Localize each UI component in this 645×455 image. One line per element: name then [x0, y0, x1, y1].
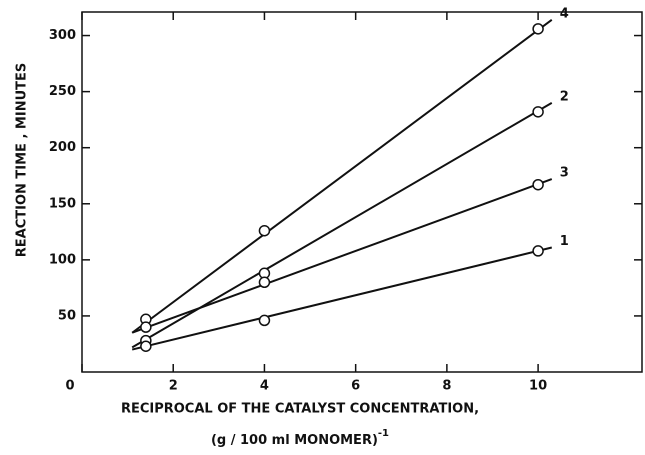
x-tick-label: 0 [65, 379, 74, 394]
y-tick-label: 50 [58, 308, 76, 323]
y-tick-label: 200 [49, 140, 76, 155]
data-point [532, 178, 544, 191]
data-point [532, 23, 544, 35]
y-tick-label: 300 [49, 28, 76, 43]
series-label: 3 [560, 166, 569, 181]
data-point [140, 321, 152, 333]
data-point [258, 224, 271, 237]
data-point [532, 245, 544, 257]
x-axis-label-2: (g / 100 ml MONOMER)-1 [211, 428, 389, 448]
data-point [532, 106, 544, 118]
data-point [258, 314, 271, 327]
x-tick-label: 4 [260, 379, 269, 394]
x-tick-label: 6 [351, 379, 360, 394]
data-point [140, 340, 152, 352]
x-axis-label: RECIPROCAL OF THE CATALYST CONCENTRATION… [121, 402, 479, 417]
y-tick-label: 150 [49, 196, 76, 211]
data-point [258, 276, 271, 289]
fit-line [131, 178, 553, 334]
x-axis-label-exponent: -1 [378, 428, 389, 439]
x-axis-label-base: (g / 100 ml MONOMER) [211, 433, 378, 448]
y-tick-label: 250 [49, 84, 76, 99]
fit-line [131, 19, 553, 334]
x-tick-label: 10 [529, 379, 547, 394]
y-axis-label: REACTION TIME , MINUTES [15, 63, 30, 258]
y-tick-label: 100 [49, 252, 76, 267]
series-label: 2 [560, 89, 569, 104]
series-label: 1 [560, 234, 569, 249]
series-label: 4 [560, 6, 569, 21]
plot-frame [81, 11, 643, 373]
fit-line [131, 246, 553, 351]
x-tick-label: 2 [169, 379, 178, 394]
x-tick-label: 8 [442, 379, 451, 394]
